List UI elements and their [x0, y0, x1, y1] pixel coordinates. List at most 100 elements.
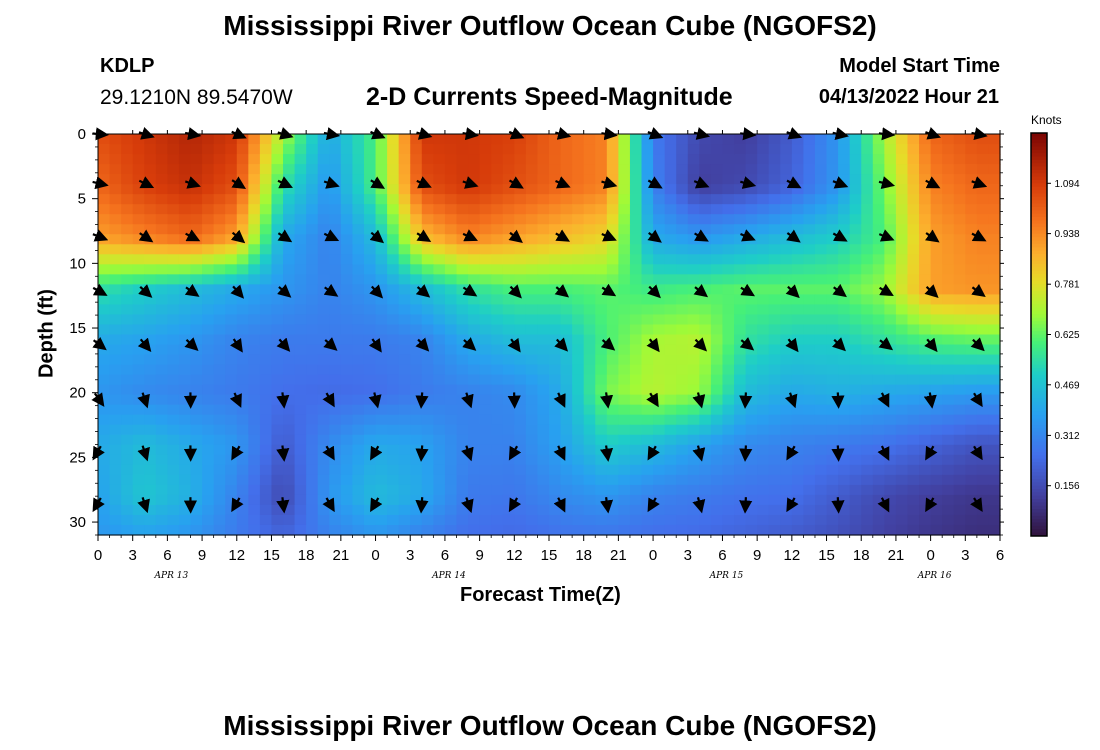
heatmap-cell [329, 244, 342, 255]
heatmap-cell [606, 354, 619, 366]
heatmap-cell [572, 204, 585, 215]
heatmap-cell [213, 264, 226, 275]
heatmap-cell [629, 294, 643, 306]
heatmap-cell [155, 484, 168, 496]
heatmap-cell [456, 214, 469, 225]
heatmap-cell [421, 154, 434, 165]
heatmap-cell [155, 294, 168, 306]
heatmap-cell [710, 294, 724, 306]
heatmap-cell [502, 204, 515, 215]
heatmap-cell [560, 224, 573, 235]
heatmap-cell [895, 354, 909, 366]
heatmap-cell [491, 134, 504, 145]
heatmap-cell [699, 494, 712, 506]
heatmap-cell [768, 334, 781, 346]
heatmap-cell [826, 144, 839, 155]
heatmap-cell [595, 174, 608, 185]
heatmap-cell [919, 474, 932, 486]
heatmap-cell [572, 194, 585, 205]
heatmap-cell [953, 384, 966, 396]
heatmap-cell [907, 234, 920, 245]
heatmap-cell [491, 234, 504, 245]
heatmap-cell [861, 394, 874, 406]
heatmap-cell [340, 314, 354, 326]
heatmap-cell [629, 144, 643, 155]
heatmap-cell [225, 414, 238, 426]
heatmap-cell [629, 484, 643, 496]
heatmap-cell [479, 224, 492, 235]
heatmap-cell [109, 284, 122, 296]
heatmap-cell [502, 424, 515, 436]
heatmap-cell [213, 364, 226, 376]
heatmap-cell [329, 304, 342, 316]
heatmap-cell [491, 174, 504, 185]
heatmap-cell [375, 414, 388, 426]
x-tick-label: 0 [371, 547, 379, 564]
heatmap-cell [352, 284, 365, 296]
heatmap-cell [549, 184, 562, 195]
heatmap-cell [375, 134, 388, 145]
heatmap-cell [953, 154, 966, 165]
colorbar-swatch [1031, 213, 1047, 218]
heatmap-cell [699, 154, 712, 165]
heatmap-cell [768, 304, 781, 316]
heatmap-cell [213, 414, 226, 426]
heatmap-cell [340, 414, 354, 426]
heatmap-cell [757, 234, 770, 245]
heatmap-cell [537, 524, 550, 536]
heatmap-cell [560, 254, 573, 265]
heatmap-cell [895, 194, 909, 205]
heatmap-cell [167, 474, 180, 486]
heatmap-cell [479, 474, 492, 486]
heatmap-cell [213, 314, 226, 326]
heatmap-cell [884, 394, 897, 406]
heatmap-cell [248, 424, 261, 436]
heatmap-cell [595, 184, 608, 195]
current-vector-arrow [369, 229, 385, 244]
heatmap-cell [930, 384, 943, 396]
heatmap-cell [537, 454, 550, 466]
heatmap-cell [444, 314, 458, 326]
heatmap-cell [583, 414, 596, 426]
heatmap-cell [213, 184, 226, 195]
heatmap-cell [271, 314, 284, 326]
heatmap-cell [479, 404, 492, 416]
heatmap-cell [375, 404, 388, 416]
heatmap-cell [560, 324, 573, 336]
heatmap-cell [895, 164, 909, 175]
heatmap-cell [167, 204, 180, 215]
heatmap-cell [178, 464, 192, 476]
colorbar-swatch [1031, 247, 1047, 252]
heatmap-cell [953, 274, 966, 285]
heatmap-cell [213, 464, 226, 476]
heatmap-cell [791, 464, 805, 476]
heatmap-cell [340, 514, 354, 526]
heatmap-cell [699, 324, 712, 336]
heatmap-cell [560, 314, 573, 326]
current-vector-arrow [184, 176, 201, 189]
heatmap-cell [259, 514, 273, 526]
heatmap-cell [121, 304, 134, 316]
heatmap-cell [549, 374, 562, 386]
current-vector-arrow [879, 283, 894, 297]
heatmap-cell [757, 514, 770, 526]
heatmap-cell [398, 354, 411, 366]
heatmap-cell [664, 494, 677, 506]
heatmap-cell [155, 384, 168, 396]
current-vector-arrow [415, 445, 429, 462]
current-vector-arrow [786, 445, 799, 461]
heatmap-cell [629, 194, 643, 205]
heatmap-cell [121, 434, 134, 446]
heatmap-cell [814, 524, 828, 536]
heatmap-cell [953, 304, 966, 316]
heatmap-cell [780, 174, 793, 185]
colorbar-swatch [1031, 475, 1047, 480]
heatmap-cell [699, 384, 712, 396]
heatmap-cell [629, 164, 643, 175]
heatmap-cell [734, 524, 747, 536]
heatmap-cell [826, 274, 839, 285]
heatmap-cell [329, 274, 342, 285]
heatmap-cell [734, 204, 747, 215]
heatmap-cell [676, 344, 689, 356]
heatmap-cell [109, 324, 122, 336]
